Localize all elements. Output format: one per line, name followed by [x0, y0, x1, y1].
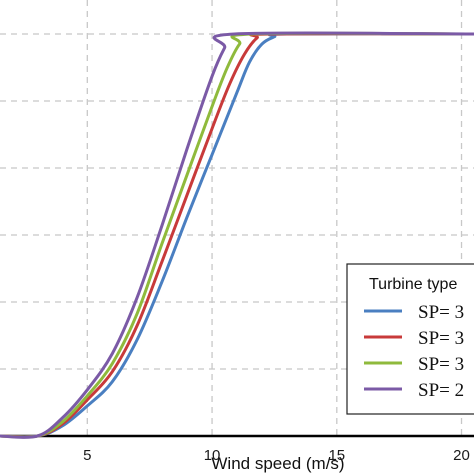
legend-entries: SP= 3 SP= 3 SP= 3 SP= 2: [364, 302, 464, 401]
x-tick-labels: 5 10 15 20: [83, 447, 470, 464]
x-tick-label: 15: [328, 447, 345, 464]
x-tick-label: 20: [453, 447, 470, 464]
legend-label-4: SP= 2: [418, 380, 464, 401]
series-layer: [0, 31, 474, 439]
x-tick-label: 10: [204, 447, 221, 464]
legend-label-3: SP= 3: [418, 354, 464, 375]
legend-label-2: SP= 3: [418, 328, 464, 349]
series-line-4: [0, 31, 474, 439]
legend: Turbine type SP= 3 SP= 3 SP= 3 SP= 2: [346, 263, 474, 415]
legend-label-1: SP= 3: [418, 302, 464, 323]
x-tick-label: 5: [83, 447, 91, 464]
series-line-3: [0, 31, 474, 439]
x-axis-title: Wind speed (m/s): [211, 454, 344, 473]
series-line-1: [0, 32, 474, 439]
legend-title: Turbine type: [369, 276, 457, 293]
